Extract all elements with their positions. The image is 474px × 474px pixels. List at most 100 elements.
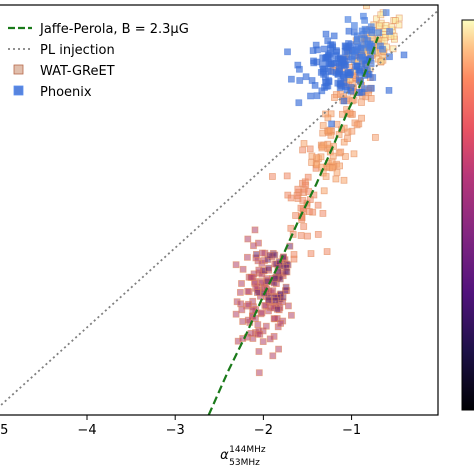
data-point [237,300,245,308]
data-point [266,251,274,259]
data-point [293,192,301,199]
data-point [367,84,375,92]
data-point [283,268,291,276]
data-point [357,46,365,53]
data-point [337,148,345,156]
data-point [308,152,316,160]
data-point [258,249,266,257]
data-point [239,265,247,273]
data-point [318,87,326,95]
x-axis-label: α 144MHz 53MHz [220,445,266,468]
data-point [305,208,313,216]
data-point [341,57,349,65]
data-point [280,253,287,261]
data-point [350,22,358,29]
x-axis: −5 −4 −3 −2 −1 [0,415,361,438]
data-point [377,58,385,65]
data-point [326,126,334,134]
legend-symbol-square [13,85,24,96]
data-point [258,309,266,317]
data-point [356,69,364,77]
data-point [232,261,240,269]
data-point [324,114,332,122]
data-point [284,302,292,310]
legend: Jaffe-Perola, B = 2.3μG PL injection WAT-G… [8,22,189,100]
data-point [269,287,277,295]
data-point [328,158,336,166]
legend-label: Jaffe-Perola, B = 2.3μG [39,22,189,37]
data-point [385,87,393,94]
data-point [238,306,246,314]
data-point [331,94,338,101]
data-point [333,168,341,176]
data-point [236,288,244,296]
data-point [400,51,408,59]
data-point [287,224,295,232]
data-point [253,289,261,296]
data-point [344,69,352,76]
data-point [322,173,330,180]
legend-label: Phoenix [40,85,92,100]
data-point [283,172,291,180]
data-point [341,153,349,160]
data-point [284,48,291,56]
data-point [255,348,263,355]
jaffe-perola-line [207,36,380,415]
data-point [294,61,302,69]
data-point [365,70,373,78]
data-point [287,311,295,319]
data-point [319,122,327,129]
data-point [232,310,240,318]
data-point [307,250,315,258]
data-point [382,9,390,17]
data-point [247,273,255,281]
data-point [251,226,259,234]
data-point [272,296,279,304]
data-point [239,318,247,325]
data-point [348,127,356,135]
data-point [373,15,381,23]
x-tick-label: −5 [0,423,8,438]
data-point [358,114,366,122]
data-point [304,232,311,240]
data-point [277,319,285,327]
data-point [337,78,345,85]
data-point [328,164,336,172]
data-point [332,52,340,60]
x-tick-label: −1 [342,423,361,438]
data-point [250,242,257,250]
data-point [252,250,260,258]
data-point [314,201,322,209]
legend-label: PL injection [40,43,115,58]
data-point [317,69,325,76]
data-point [294,185,302,193]
plot-area [0,5,438,415]
data-point [266,335,274,343]
x-tick-label: −4 [77,423,96,438]
data-point [332,175,340,183]
x-tick-label: −3 [166,423,185,438]
data-point [368,29,376,37]
data-point [269,352,277,360]
data-point [346,109,354,117]
data-point [326,50,334,57]
data-point [322,79,330,86]
data-point [347,41,355,48]
data-point [307,92,314,100]
data-point [348,53,356,61]
x-tick-label: −2 [254,423,273,438]
data-point [353,121,361,129]
data-point [329,41,336,49]
data-point [302,181,310,189]
data-point [256,330,264,338]
data-point [353,32,361,40]
data-point [275,345,283,353]
colorbar-gradient [461,19,474,411]
data-point [261,301,269,309]
data-point [344,135,351,143]
data-point [360,31,368,38]
data-point [336,162,344,170]
data-point [327,68,335,76]
